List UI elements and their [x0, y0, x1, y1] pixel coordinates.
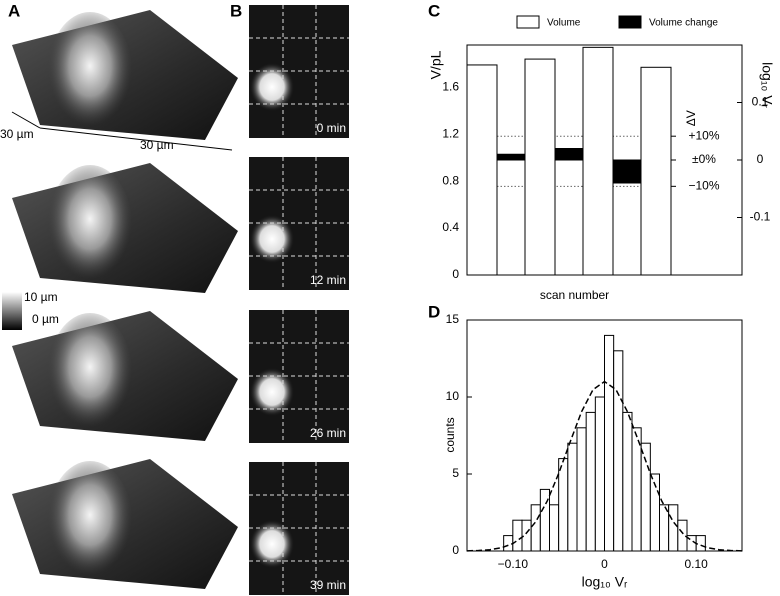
- histogram-bar: [668, 504, 679, 552]
- y-tick-label: 1.2: [442, 126, 459, 140]
- panel-label: B: [230, 1, 242, 20]
- dv-label: ΔV: [684, 110, 698, 126]
- histogram-bar: [631, 427, 642, 552]
- x-tick-label: 0: [601, 557, 608, 571]
- histogram-bar: [604, 334, 615, 552]
- y-tick-label: 0.8: [442, 173, 459, 187]
- panel-label: A: [8, 1, 20, 20]
- histogram-bar: [512, 519, 523, 552]
- bar: [554, 148, 584, 161]
- bar: [612, 159, 642, 184]
- surface-peak: [48, 461, 132, 581]
- y-tick-label: 0: [452, 267, 459, 281]
- histogram-bar: [594, 396, 605, 552]
- fit-curve: [466, 380, 743, 552]
- histogram-bar: [567, 442, 578, 552]
- y2-tick-label: 0.1: [752, 95, 769, 109]
- y-axis-label: counts: [443, 417, 457, 452]
- colorbar-label: 0 µm: [32, 312, 59, 326]
- x-axis-label: log₁₀ Vᵣ: [582, 574, 628, 590]
- y2-tick-label: 0: [757, 152, 764, 166]
- x-axis-label: scan number: [540, 288, 609, 302]
- surface-peak: [48, 12, 132, 132]
- histogram-bar: [549, 504, 560, 552]
- axis-line: [11, 111, 41, 129]
- panel-label: C: [428, 1, 440, 20]
- surface-peak: [48, 313, 132, 433]
- panel-label: D: [428, 302, 440, 321]
- bar: [496, 153, 526, 161]
- x-tick-label: 0.10: [684, 557, 708, 571]
- y-tick-label: 10: [446, 389, 460, 403]
- histogram-bar: [530, 504, 541, 552]
- histogram-bar: [576, 427, 587, 552]
- colorbar-label: 10 µm: [24, 290, 58, 304]
- y2-tick-label: -0.1: [750, 210, 771, 224]
- bar: [524, 58, 556, 276]
- y-axis-label: V/pL: [428, 50, 444, 79]
- dv-tick-label: +10%: [688, 128, 719, 142]
- dv-tick-label: ±0%: [692, 152, 716, 166]
- y-tick-label: 0.4: [442, 220, 459, 234]
- colorbar: [2, 292, 22, 330]
- histogram-bar: [585, 411, 596, 552]
- axis-line: [39, 127, 233, 151]
- histogram-bar: [558, 458, 569, 552]
- histogram-bar: [613, 350, 624, 552]
- histogram-bar: [622, 411, 633, 552]
- bar: [640, 66, 672, 276]
- legend-swatch: [618, 15, 642, 29]
- y2-axis-label: log₁₀ Vᵣ: [759, 62, 775, 108]
- y-tick-label: 5: [452, 466, 459, 480]
- dv-tick-label: −10%: [688, 179, 719, 193]
- time-label: 39 min: [310, 578, 346, 592]
- histogram-bar: [695, 535, 706, 552]
- legend-label: Volume: [547, 18, 581, 29]
- time-label: 26 min: [310, 426, 346, 440]
- legend-label: Volume change: [649, 18, 718, 29]
- x-tick-label: −0.10: [498, 557, 529, 571]
- y-tick-label: 15: [446, 312, 460, 326]
- surface-peak: [48, 165, 132, 285]
- scale-label: 30 µm: [140, 138, 174, 152]
- histogram-bar: [503, 535, 514, 552]
- legend-swatch: [516, 15, 540, 29]
- y-tick-label: 1.6: [442, 79, 459, 93]
- y-tick-label: 0: [452, 543, 459, 557]
- time-label: 0 min: [317, 121, 346, 135]
- bar: [466, 64, 498, 276]
- scale-label: 30 µm: [0, 127, 34, 141]
- time-label: 12 min: [310, 273, 346, 287]
- bar: [582, 46, 614, 276]
